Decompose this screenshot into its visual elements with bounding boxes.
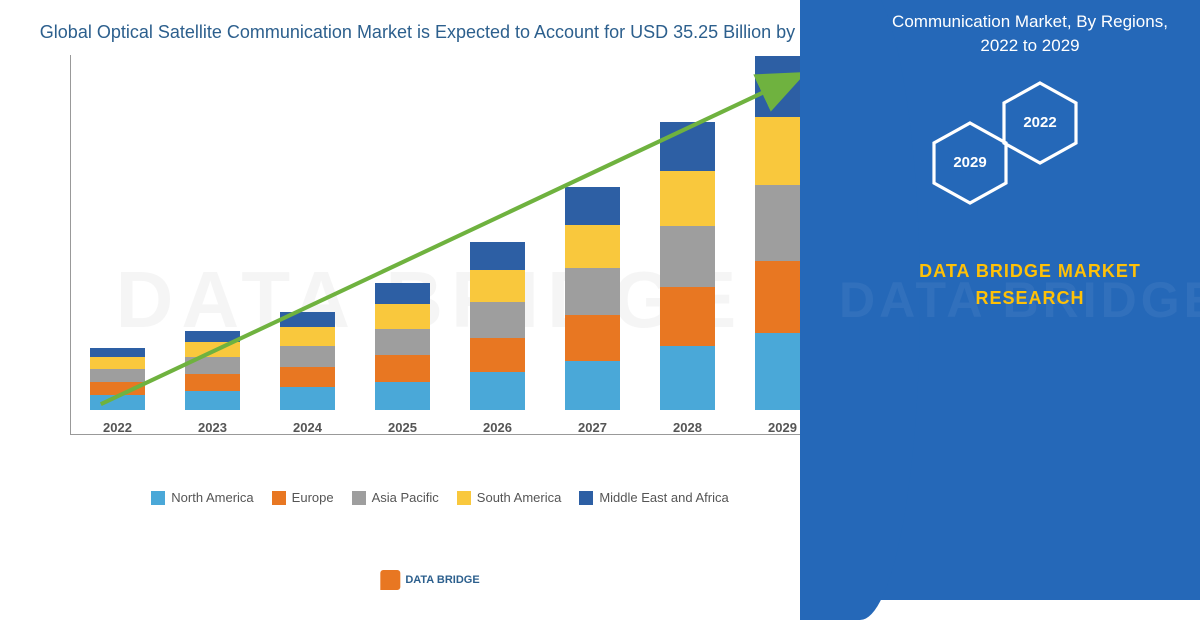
bar-segment bbox=[375, 283, 430, 304]
legend-item: South America bbox=[457, 490, 562, 505]
bar-segment bbox=[90, 348, 145, 357]
hex-2022-label: 2022 bbox=[1023, 114, 1056, 131]
bar-group: 2026 bbox=[463, 242, 533, 436]
legend-item: North America bbox=[151, 490, 253, 505]
bar-segment bbox=[375, 355, 430, 382]
legend-item: Middle East and Africa bbox=[579, 490, 728, 505]
bar-segment bbox=[280, 312, 335, 327]
legend-label: Middle East and Africa bbox=[599, 490, 728, 505]
bar-segment bbox=[90, 369, 145, 382]
stacked-bar bbox=[565, 187, 620, 411]
legend-swatch bbox=[352, 491, 366, 505]
bar-segment bbox=[185, 391, 240, 410]
chart-legend: North America Europe Asia Pacific South Ame… bbox=[30, 490, 850, 505]
bar-segment bbox=[565, 268, 620, 315]
bar-group: 2028 bbox=[653, 122, 723, 435]
chart-title: Global Optical Satellite Communication M… bbox=[30, 20, 850, 45]
stacked-bar bbox=[660, 122, 715, 410]
bar-segment bbox=[185, 342, 240, 357]
bar-segment bbox=[185, 357, 240, 374]
right-panel-title: Communication Market, By Regions, 2022 t… bbox=[880, 10, 1180, 58]
bar-category-label: 2025 bbox=[388, 420, 417, 435]
bar-segment bbox=[185, 331, 240, 342]
bar-segment bbox=[90, 382, 145, 395]
legend-item: Europe bbox=[272, 490, 334, 505]
bar-segment bbox=[565, 315, 620, 360]
bar-segment bbox=[90, 357, 145, 368]
stacked-bar bbox=[90, 348, 145, 410]
hex-2029: 2029 bbox=[930, 118, 1010, 208]
bar-group: 2027 bbox=[558, 187, 628, 436]
legend-label: Asia Pacific bbox=[372, 490, 439, 505]
bar-segment bbox=[375, 382, 430, 410]
bar-segment bbox=[660, 346, 715, 410]
hex-2029-label: 2029 bbox=[953, 154, 986, 171]
bar-category-label: 2023 bbox=[198, 420, 227, 435]
legend-label: North America bbox=[171, 490, 253, 505]
legend-swatch bbox=[457, 491, 471, 505]
bar-category-label: 2029 bbox=[768, 420, 797, 435]
bar-category-label: 2027 bbox=[578, 420, 607, 435]
bar-segment bbox=[375, 304, 430, 329]
legend-label: Europe bbox=[292, 490, 334, 505]
bars-container: 2022 2023 2024 2025 2026 2027 2028 2029 bbox=[70, 75, 830, 435]
right-panel: DATA BRIDGE Communication Market, By Reg… bbox=[860, 0, 1200, 600]
legend-swatch bbox=[272, 491, 286, 505]
stacked-bar bbox=[280, 312, 335, 410]
bar-segment bbox=[470, 302, 525, 338]
footer-logo-icon bbox=[380, 570, 400, 590]
footer-brand-text: DATA BRIDGE bbox=[405, 574, 479, 586]
bar-category-label: 2024 bbox=[293, 420, 322, 435]
legend-item: Asia Pacific bbox=[352, 490, 439, 505]
bar-segment bbox=[660, 226, 715, 287]
legend-swatch bbox=[579, 491, 593, 505]
bar-segment bbox=[90, 395, 145, 410]
footer-logo: DATA BRIDGE bbox=[380, 570, 479, 590]
brand-text: DATA BRIDGE MARKET RESEARCH bbox=[880, 258, 1180, 312]
bar-category-label: 2026 bbox=[483, 420, 512, 435]
bar-segment bbox=[280, 387, 335, 410]
bar-segment bbox=[280, 346, 335, 367]
bar-segment bbox=[470, 372, 525, 410]
bar-segment bbox=[470, 270, 525, 302]
bar-group: 2024 bbox=[273, 312, 343, 435]
stacked-bar bbox=[185, 331, 240, 411]
bar-segment bbox=[280, 327, 335, 346]
bar-category-label: 2022 bbox=[103, 420, 132, 435]
bar-group: 2025 bbox=[368, 283, 438, 435]
legend-label: South America bbox=[477, 490, 562, 505]
bar-segment bbox=[280, 367, 335, 388]
chart-area: 2022 2023 2024 2025 2026 2027 2028 2029 bbox=[30, 55, 850, 475]
stacked-bar bbox=[470, 242, 525, 411]
stacked-bar bbox=[375, 283, 430, 410]
bar-segment bbox=[660, 122, 715, 171]
bar-segment bbox=[470, 242, 525, 270]
legend-swatch bbox=[151, 491, 165, 505]
bar-segment bbox=[660, 171, 715, 226]
bar-segment bbox=[375, 329, 430, 356]
bar-segment bbox=[565, 361, 620, 410]
bar-group: 2023 bbox=[178, 331, 248, 436]
bar-segment bbox=[565, 225, 620, 269]
bar-segment bbox=[565, 187, 620, 225]
bar-segment bbox=[660, 287, 715, 346]
bar-group: 2022 bbox=[83, 348, 153, 435]
hex-2022: 2022 bbox=[1000, 78, 1080, 168]
bar-category-label: 2028 bbox=[673, 420, 702, 435]
hexagon-group: 2029 2022 bbox=[900, 78, 1180, 228]
bar-segment bbox=[470, 338, 525, 372]
bar-segment bbox=[185, 374, 240, 391]
